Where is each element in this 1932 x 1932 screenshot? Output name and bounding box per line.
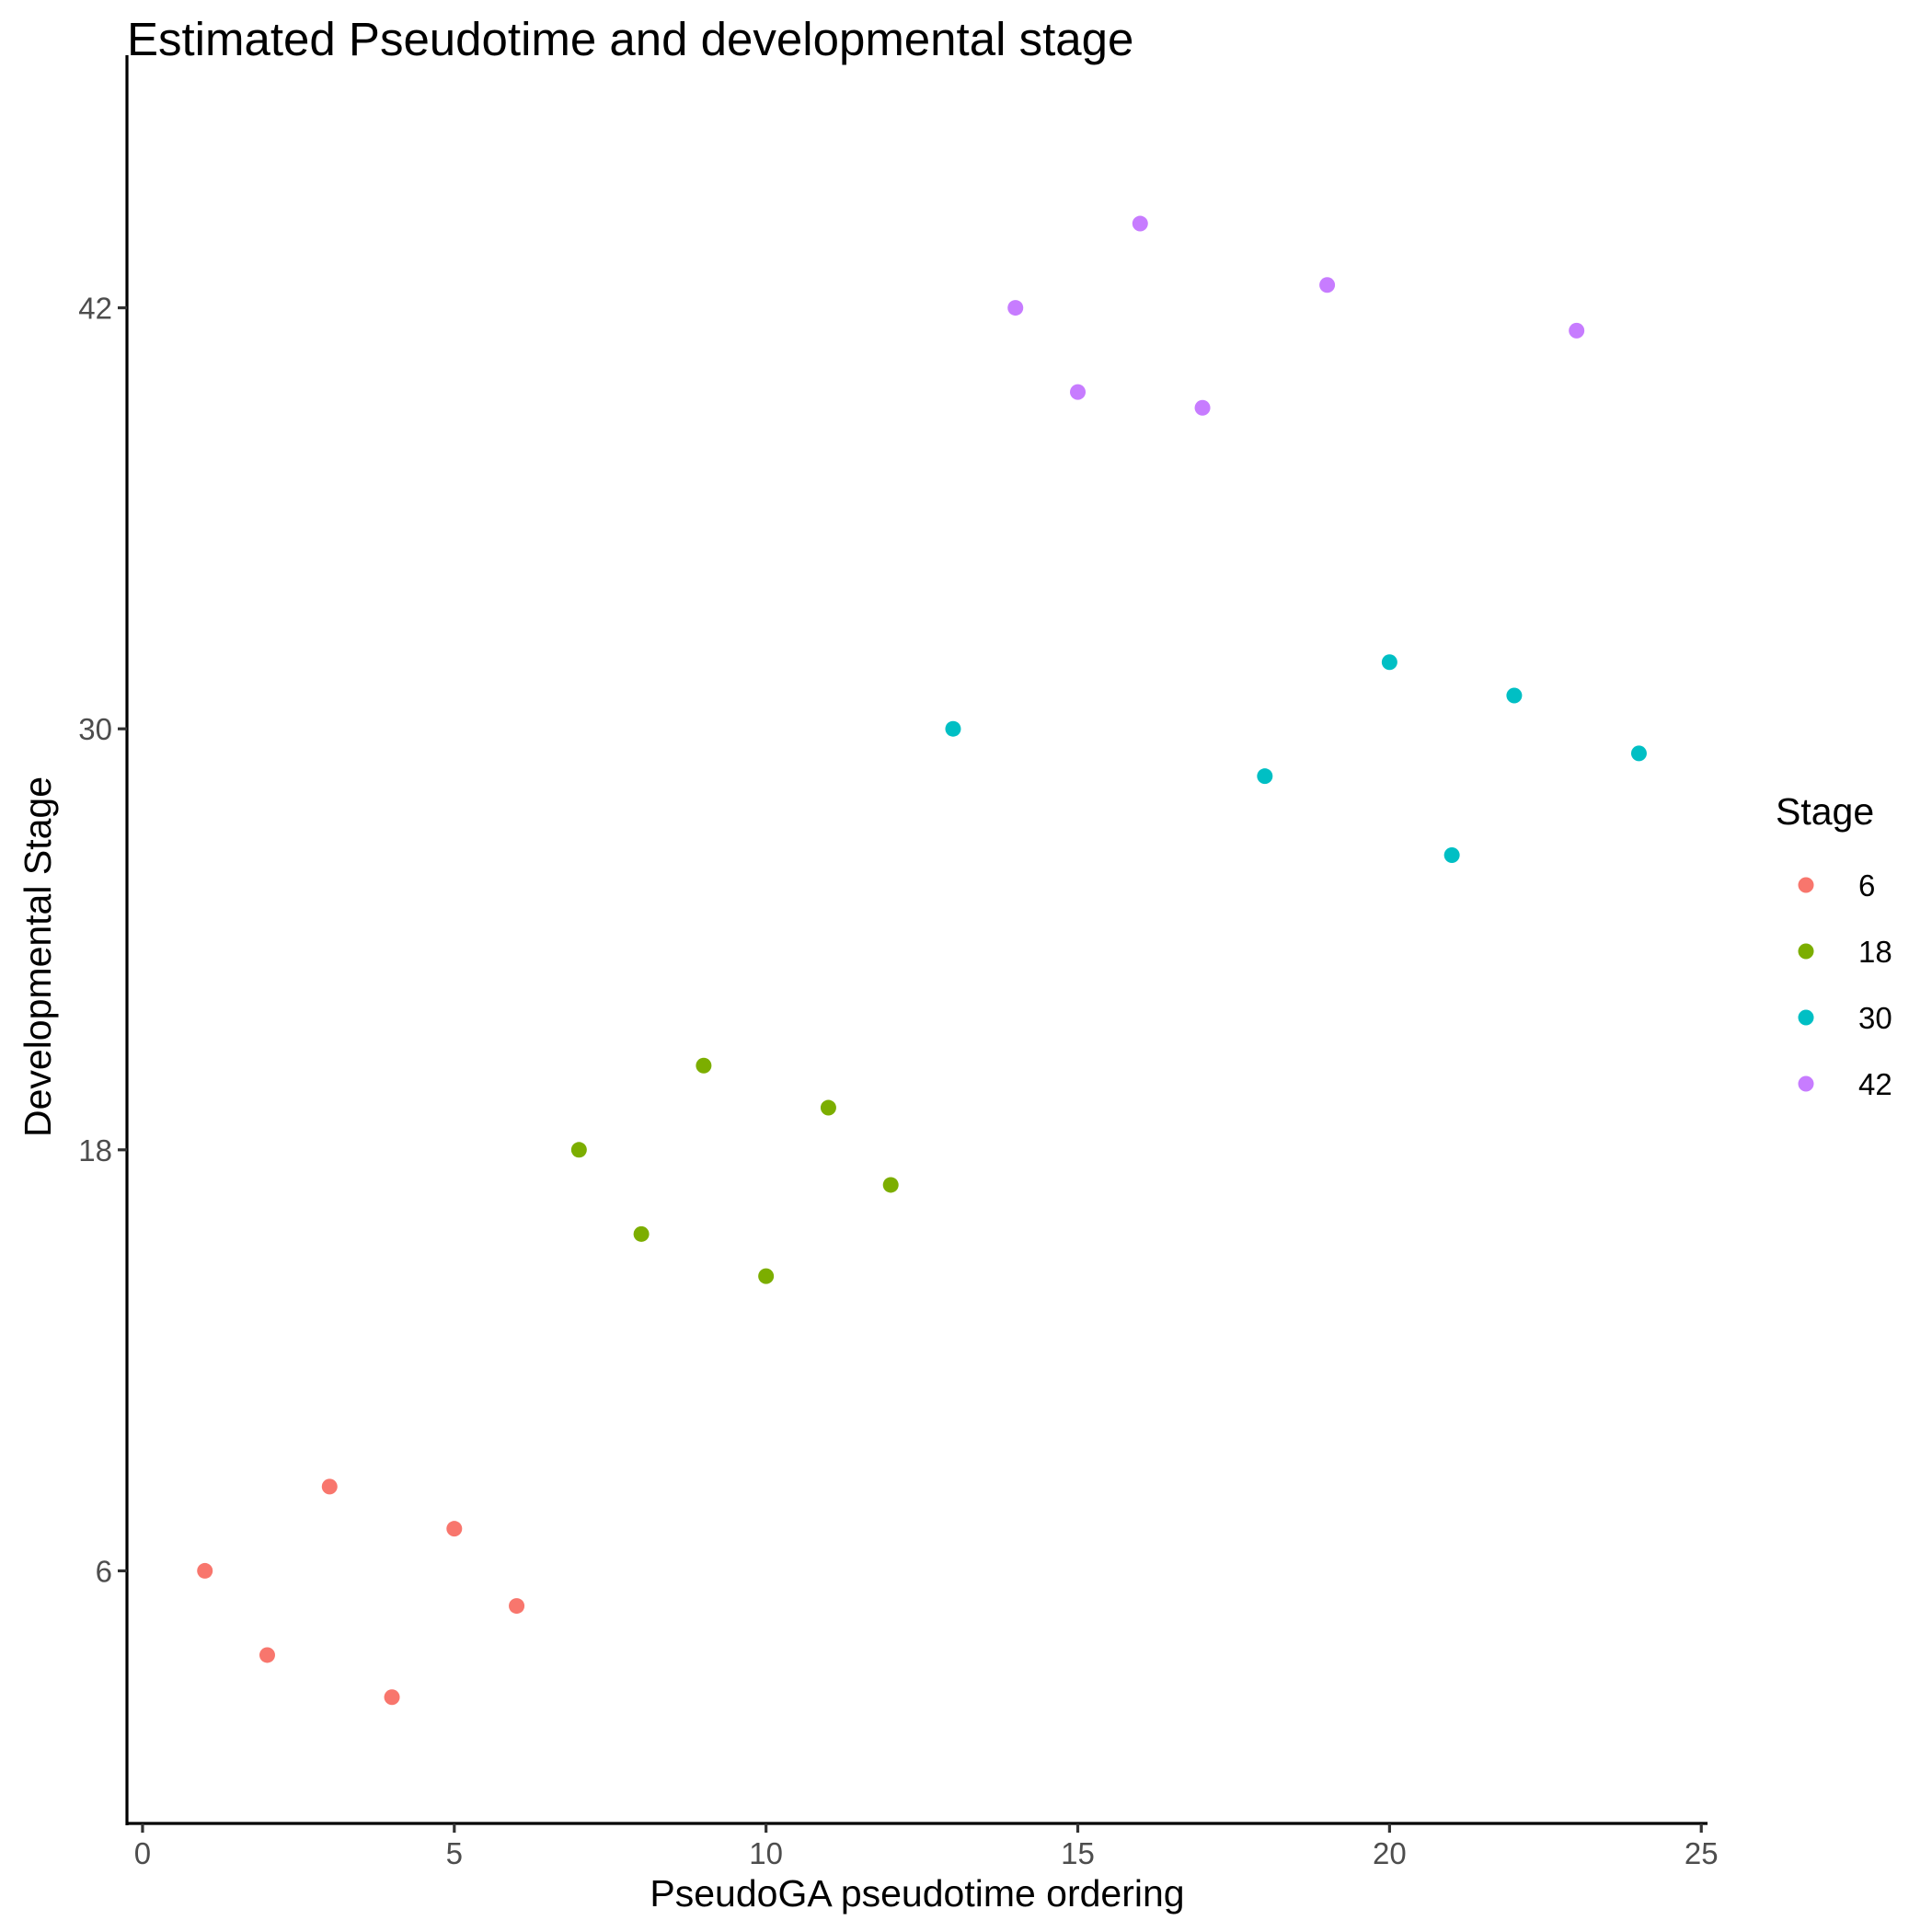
- data-point-stage-18: [758, 1268, 775, 1284]
- plot-area: 0 5 10 15 20 25 6 18 30 42: [78, 55, 1719, 1870]
- legend-label-30: 30: [1858, 1001, 1892, 1035]
- y-axis-title: Developmental Stage: [17, 776, 59, 1137]
- data-point-stage-42: [1194, 399, 1211, 416]
- data-point-stage-18: [696, 1057, 712, 1074]
- x-axis-ticks: 0 5 10 15 20 25: [134, 1823, 1719, 1870]
- data-point-stage-6: [384, 1689, 400, 1706]
- data-point-stage-18: [882, 1177, 899, 1193]
- legend-key-42: [1798, 1075, 1814, 1092]
- data-points: [197, 215, 1647, 1706]
- data-point-stage-30: [1381, 654, 1397, 671]
- x-tick-label: 0: [134, 1836, 151, 1870]
- data-point-stage-6: [446, 1521, 463, 1537]
- chart-title: Estimated Pseudotime and developmental s…: [127, 13, 1133, 65]
- data-point-stage-30: [1257, 768, 1273, 785]
- y-tick-label: 30: [78, 712, 112, 746]
- data-point-stage-30: [1630, 745, 1647, 762]
- data-point-stage-30: [1506, 687, 1523, 704]
- legend-key-6: [1798, 877, 1814, 893]
- y-tick-label: 18: [78, 1133, 112, 1167]
- x-tick-label: 20: [1373, 1836, 1407, 1870]
- legend-key-18: [1798, 943, 1814, 960]
- data-point-stage-6: [509, 1598, 525, 1615]
- y-axis-ticks: 6 18 30 42: [78, 292, 127, 1588]
- data-point-stage-18: [570, 1142, 587, 1158]
- legend-label-42: 42: [1858, 1067, 1892, 1101]
- x-tick-label: 15: [1061, 1836, 1095, 1870]
- legend-key-30: [1798, 1009, 1814, 1026]
- data-point-stage-42: [1569, 322, 1585, 339]
- x-tick-label: 10: [749, 1836, 783, 1870]
- legend: Stage 6 18 30 42: [1776, 790, 1892, 1101]
- y-tick-label: 42: [78, 292, 112, 326]
- data-point-stage-6: [197, 1562, 213, 1579]
- data-point-stage-42: [1319, 277, 1336, 293]
- x-tick-label: 5: [446, 1836, 463, 1870]
- data-point-stage-18: [820, 1099, 836, 1116]
- data-point-stage-6: [259, 1647, 275, 1663]
- data-point-stage-18: [633, 1225, 650, 1242]
- legend-title: Stage: [1776, 790, 1874, 833]
- data-point-stage-6: [321, 1478, 338, 1495]
- x-tick-label: 25: [1685, 1836, 1719, 1870]
- data-point-stage-42: [1132, 215, 1148, 232]
- x-axis-title: PseudoGA pseudotime ordering: [650, 1872, 1184, 1915]
- data-point-stage-42: [1007, 300, 1024, 316]
- legend-label-18: 18: [1858, 935, 1892, 969]
- data-point-stage-30: [1443, 846, 1460, 863]
- legend-items: 6 18 30 42: [1798, 868, 1892, 1101]
- legend-label-6: 6: [1858, 868, 1875, 903]
- data-point-stage-42: [1070, 384, 1087, 400]
- y-tick-label: 6: [96, 1554, 112, 1588]
- data-point-stage-30: [945, 720, 961, 737]
